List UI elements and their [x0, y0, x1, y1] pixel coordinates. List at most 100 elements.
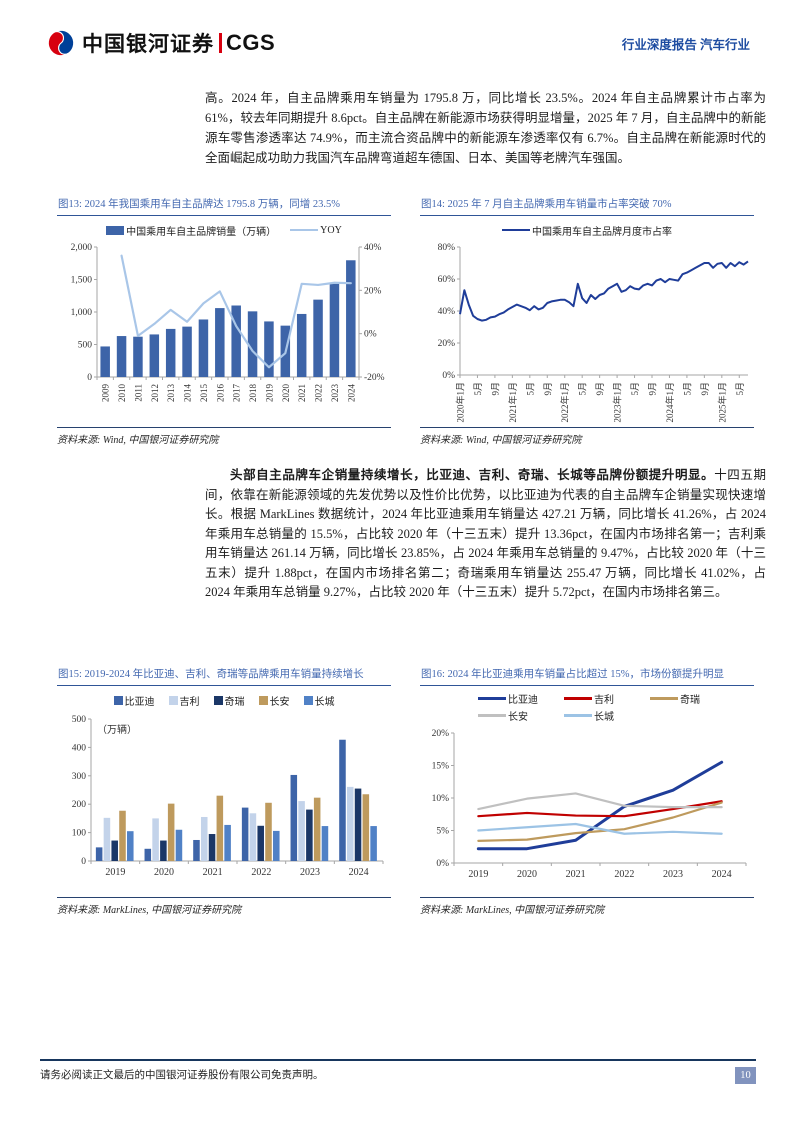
legend-swatch-icon: [502, 228, 530, 232]
svg-text:2018: 2018: [248, 384, 258, 403]
svg-text:2022年1月: 2022年1月: [559, 382, 570, 423]
header: 中国银河证券 CGS 行业深度报告 汽车行业: [47, 28, 750, 58]
svg-text:400: 400: [72, 743, 87, 753]
legend-swatch-icon: [106, 225, 125, 235]
body-paragraph-2: 头部自主品牌车企销量持续增长，比亚迪、吉利、奇瑞、长城等品牌份额提升明显。十四五…: [205, 466, 766, 603]
figure-16-title: 图16: 2024 年比亚迪乘用车销量占比超过 15%，市场份额提升明显: [420, 663, 754, 686]
chart-15-canvas: 比亚迪 吉利 奇瑞 长安 长城 0 100 200 300 400 500 （万辆） 2019 2020 2…: [57, 686, 391, 897]
chart-legend: 比亚迪 吉利 奇瑞 长安 长城: [420, 691, 754, 727]
paragraph-2-lead: 头部自主品牌车企销量持续增长，比亚迪、吉利、奇瑞、长城等品牌份额提升明显。: [230, 468, 715, 482]
svg-text:1,500: 1,500: [71, 276, 93, 286]
chart-svg: 0 500 1,000 1,500 2,000 -20% 0% 20% 40% 2009 2010 2…: [71, 243, 385, 403]
svg-text:2021: 2021: [297, 384, 307, 402]
svg-text:2022: 2022: [614, 869, 634, 880]
svg-text:5月: 5月: [525, 382, 535, 396]
svg-text:2023: 2023: [300, 867, 320, 878]
svg-text:200: 200: [72, 800, 87, 810]
company-name-en: CGS: [226, 30, 276, 55]
legend-swatch-icon: [168, 695, 178, 705]
legend-swatch-icon: [258, 695, 268, 705]
svg-text:2019: 2019: [468, 869, 488, 880]
svg-text:2010: 2010: [117, 384, 127, 403]
svg-text:80%: 80%: [438, 243, 456, 253]
svg-text:1,000: 1,000: [71, 308, 93, 318]
chart-svg: 0 100 200 300 400 500 （万辆） 2019 2020 2021 2022 2023…: [72, 715, 384, 878]
legend-swatch-icon: [213, 695, 223, 705]
legend-item: 奇瑞: [650, 691, 736, 706]
svg-text:2020: 2020: [281, 384, 291, 403]
figure-row-1: 图13: 2024 年我国乘用车自主品牌达 1795.8 万辆，同增 23.5%…: [57, 193, 754, 446]
svg-text:2020年1月: 2020年1月: [455, 382, 466, 423]
svg-text:0: 0: [87, 373, 92, 383]
svg-text:5月: 5月: [735, 382, 745, 396]
svg-text:5%: 5%: [436, 827, 449, 837]
legend-item: YOY: [290, 225, 342, 236]
company-logo: 中国银河证券 CGS: [47, 28, 275, 58]
svg-text:2015: 2015: [199, 384, 209, 403]
svg-text:2023: 2023: [330, 384, 340, 403]
svg-text:2024: 2024: [346, 384, 356, 403]
svg-text:2023年1月: 2023年1月: [612, 382, 623, 423]
figure-14-source: 资料来源: Wind, 中国银河证券研究院: [420, 427, 754, 446]
legend-swatch-icon: [564, 697, 592, 700]
svg-text:5月: 5月: [682, 382, 692, 396]
svg-text:0%: 0%: [364, 330, 377, 340]
svg-text:0: 0: [81, 857, 86, 867]
legend-item: 吉利: [168, 693, 200, 708]
logo-divider: [219, 33, 222, 53]
figure-16: 图16: 2024 年比亚迪乘用车销量占比超过 15%，市场份额提升明显 比亚迪…: [420, 663, 754, 916]
svg-text:2024: 2024: [712, 869, 732, 880]
chart-svg: 0% 5% 10% 15% 20% 2019 2020 2021 2022 2023 2024: [432, 729, 747, 880]
svg-text:2016: 2016: [215, 384, 225, 403]
figure-14-title: 图14: 2025 年 7 月自主品牌乘用车销量市占率突破 70%: [420, 193, 754, 216]
legend-item: 长城: [564, 708, 650, 723]
chart-14-canvas: 中国乘用车自主品牌月度市占率 0% 20% 40% 60% 80% 2020年1月 5月 9月 2…: [420, 216, 754, 427]
svg-text:2009: 2009: [101, 384, 111, 403]
svg-text:100: 100: [72, 829, 87, 839]
svg-text:9月: 9月: [490, 382, 500, 396]
figure-16-source: 资料来源: MarkLines, 中国银河证券研究院: [420, 897, 754, 916]
svg-text:2012: 2012: [150, 384, 160, 402]
svg-text:2025年1月: 2025年1月: [716, 382, 727, 423]
svg-text:2019: 2019: [105, 867, 125, 878]
svg-text:9月: 9月: [543, 382, 553, 396]
svg-text:5月: 5月: [473, 382, 483, 396]
chart-legend: 中国乘用车自主品牌销量（万辆） YOY: [57, 221, 391, 239]
svg-text:15%: 15%: [432, 762, 450, 772]
svg-text:20%: 20%: [432, 729, 450, 739]
chart-13-canvas: 中国乘用车自主品牌销量（万辆） YOY 0 500 1,000 1,500 2,000 -20…: [57, 216, 391, 427]
body-paragraph-1: 高。2024 年，自主品牌乘用车销量为 1795.8 万，同比增长 23.5%。…: [205, 91, 766, 165]
figure-13-title: 图13: 2024 年我国乘用车自主品牌达 1795.8 万辆，同增 23.5%: [57, 193, 391, 216]
disclaimer-text: 请务必阅读正文最后的中国银河证券股份有限公司免责声明。: [40, 1070, 324, 1081]
svg-text:2014: 2014: [183, 384, 193, 403]
chart-16-canvas: 比亚迪 吉利 奇瑞 长安 长城 0% 5% 10% 15% 20% 2019 2020 2021 2022…: [420, 686, 754, 897]
legend-item: 中国乘用车自主品牌月度市占率: [502, 223, 672, 238]
legend-swatch-icon: [113, 695, 123, 705]
footer: 请务必阅读正文最后的中国银河证券股份有限公司免责声明。 10: [40, 1059, 756, 1084]
legend-item: 比亚迪: [478, 691, 564, 706]
svg-text:0%: 0%: [436, 859, 449, 869]
figure-15-source: 资料来源: MarkLines, 中国银河证券研究院: [57, 897, 391, 916]
svg-text:2021年1月: 2021年1月: [507, 382, 518, 423]
svg-text:2013: 2013: [166, 384, 176, 403]
svg-text:60%: 60%: [438, 275, 456, 285]
svg-text:300: 300: [72, 772, 87, 782]
svg-text:9月: 9月: [700, 382, 710, 396]
legend-item: 奇瑞: [213, 693, 245, 708]
svg-text:2024: 2024: [349, 867, 369, 878]
company-name-cn: 中国银河证券: [82, 33, 214, 56]
legend-swatch-icon: [478, 697, 506, 700]
svg-text:5月: 5月: [630, 382, 640, 396]
svg-text:2024年1月: 2024年1月: [664, 382, 675, 423]
svg-text:9月: 9月: [595, 382, 605, 396]
svg-text:2023: 2023: [663, 869, 683, 880]
legend-item: 中国乘用车自主品牌销量（万辆）: [106, 223, 276, 238]
report-type-label: 行业深度报告 汽车行业: [622, 34, 750, 53]
figure-15: 图15: 2019-2024 年比亚迪、吉利、奇瑞等品牌乘用车销量持续增长 比亚…: [57, 663, 391, 916]
svg-text:2,000: 2,000: [71, 243, 93, 253]
svg-text:5月: 5月: [578, 382, 588, 396]
svg-text:40%: 40%: [364, 243, 382, 253]
report-type: 行业深度报告: [621, 37, 697, 52]
svg-text:2017: 2017: [232, 384, 242, 403]
